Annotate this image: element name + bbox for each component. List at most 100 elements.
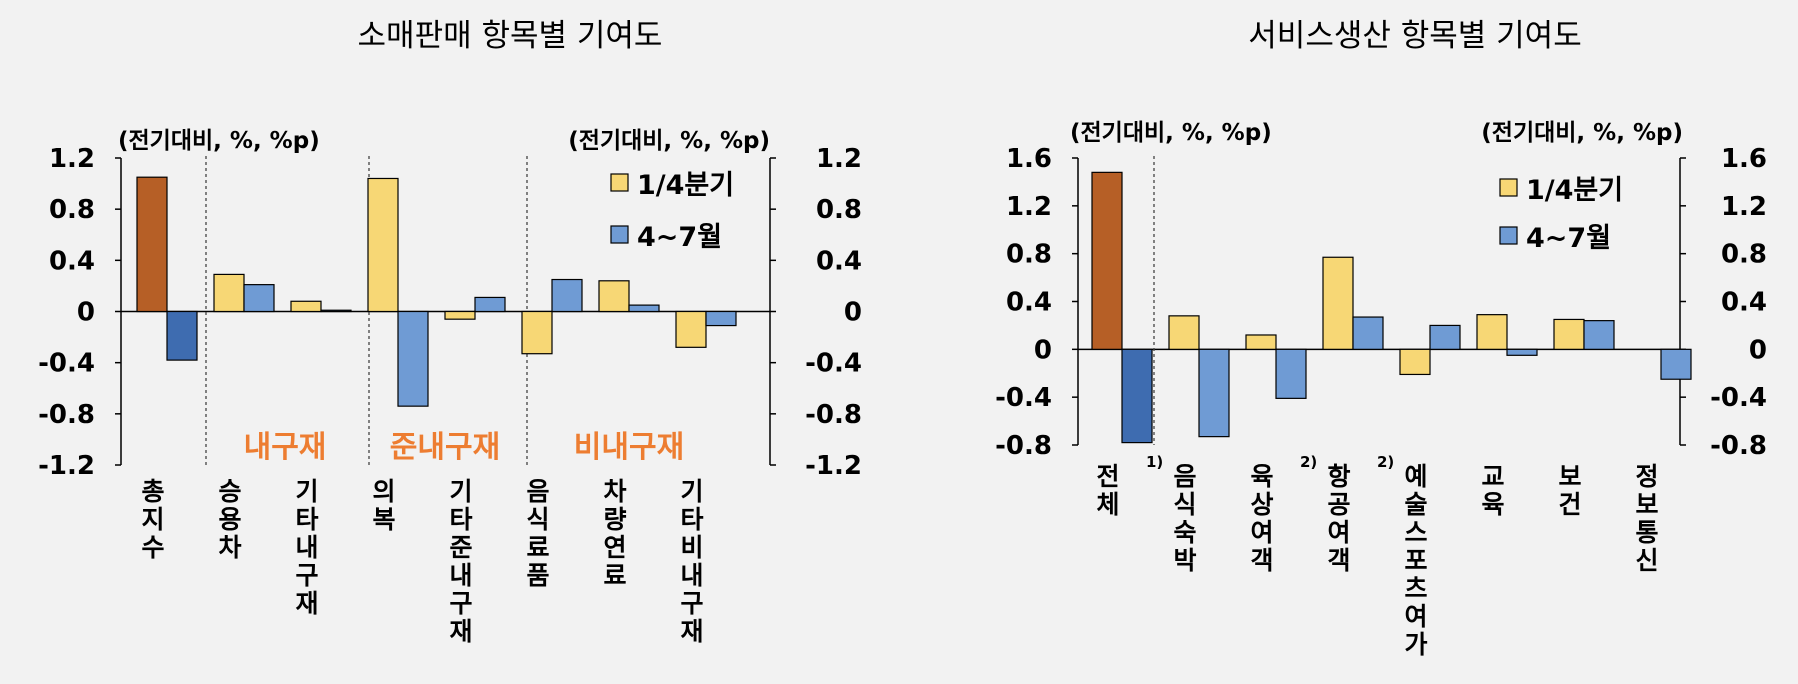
bar-apr-jul: [705, 310, 737, 327]
bar-q1: [1553, 318, 1585, 350]
group-label: 비내구재: [574, 430, 684, 465]
bar-apr-jul: [320, 309, 352, 313]
y-tick-label-right: 0: [844, 298, 862, 328]
legend-swatch-apr-jul: [610, 225, 629, 244]
y-tick-label-left: 1.6: [1006, 144, 1052, 174]
bar-apr-jul: [397, 310, 429, 407]
legend-label-q1: 1/4분기: [637, 170, 734, 201]
bar-apr-jul: [1352, 316, 1384, 350]
y-tick-label-right: 0.4: [816, 246, 862, 276]
y-tick-label-left: 0: [1034, 335, 1052, 365]
bar-q1: [444, 310, 476, 320]
y-tick-label-right: -0.4: [805, 349, 862, 379]
y-tick-label-left: 0.8: [49, 195, 95, 225]
legend-swatch-q1: [1499, 178, 1518, 197]
y-tick-label-left: -0.4: [38, 349, 95, 379]
bar-apr-jul: [628, 304, 660, 313]
bar-apr-jul: [1429, 324, 1461, 350]
bar-apr-jul: [1660, 348, 1692, 380]
bar-q1: [521, 310, 553, 355]
y-tick-label-left: -1.2: [38, 451, 95, 481]
legend-label-q1: 1/4분기: [1526, 175, 1623, 206]
y-tick-label-right: -0.8: [1710, 431, 1767, 461]
y-tick-label-right: 0.4: [1721, 288, 1767, 318]
legend: 1/4분기 4~7월: [1499, 175, 1623, 254]
y-tick-label-left: 0.8: [1006, 240, 1052, 270]
y-tick-label-right: 0.8: [1721, 240, 1767, 270]
y-tick-label-left: 0.4: [1006, 288, 1052, 318]
bar-q1: [1245, 334, 1277, 350]
y-tick-label-right: 1.2: [1721, 192, 1767, 222]
y-tick-label-right: -1.2: [805, 451, 862, 481]
bar-apr-jul: [243, 284, 275, 313]
bar-apr-jul: [166, 310, 198, 361]
y-tick-label-right: -0.4: [1710, 383, 1767, 413]
bar-q1: [1168, 315, 1200, 350]
y-tick-label-right: 0: [1749, 335, 1767, 365]
legend-label-apr-jul: 4~7월: [1526, 223, 1611, 254]
y-tick-label-left: -0.8: [38, 400, 95, 430]
category-footnote: 2): [1300, 453, 1317, 471]
legend-swatch-apr-jul: [1499, 226, 1518, 245]
y-tick-label-right: 1.6: [1721, 144, 1767, 174]
category-footnote: 1): [1146, 453, 1163, 471]
y-tick-label-left: 0.4: [49, 246, 95, 276]
bar-apr-jul: [1198, 348, 1230, 438]
bar-apr-jul: [474, 296, 506, 313]
bar-apr-jul: [1506, 348, 1538, 356]
group-label: 내구재: [244, 430, 327, 465]
unit-label-right: (전기대비, %, %p): [568, 128, 770, 154]
unit-label-left: (전기대비, %, %p): [1070, 120, 1272, 146]
y-tick-label-right: 1.2: [816, 144, 862, 174]
bar-q1: [136, 176, 168, 313]
bar-q1: [367, 177, 399, 313]
y-tick-label-right: -0.8: [805, 400, 862, 430]
bar-apr-jul: [551, 278, 583, 313]
chart-title: 서비스생산 항목별 기여도: [1248, 18, 1581, 54]
unit-label-right: (전기대비, %, %p): [1481, 120, 1683, 146]
y-tick-label-right: 0.8: [816, 195, 862, 225]
y-tick-label-left: -0.8: [995, 431, 1052, 461]
chart-title: 소매판매 항목별 기여도: [358, 18, 663, 54]
legend-label-apr-jul: 4~7월: [637, 222, 722, 253]
bar-q1: [598, 280, 630, 313]
legend: 1/4분기 4~7월: [610, 170, 734, 253]
bar-apr-jul: [1275, 348, 1307, 399]
category-footnote: 2): [1377, 453, 1394, 471]
unit-label-left: (전기대비, %, %p): [118, 128, 320, 154]
y-tick-label-left: 1.2: [1006, 192, 1052, 222]
chart-panel-2: 서비스생산 항목별 기여도 (전기대비, %, %p) (전기대비, %, %p) 1…: [995, 18, 1767, 659]
chart-panel-1: 소매판매 항목별 기여도 (전기대비, %, %p) (전기대비, %, %p) 1.…: [38, 18, 862, 646]
bar-apr-jul: [1121, 348, 1153, 444]
bar-q1: [1322, 256, 1354, 350]
bar-q1: [1091, 171, 1123, 350]
y-tick-label-left: 0: [77, 298, 95, 328]
bar-apr-jul: [1583, 320, 1615, 350]
legend-swatch-q1: [610, 173, 629, 192]
bar-q1: [675, 310, 707, 348]
bar-q1: [1476, 314, 1508, 350]
group-label: 준내구재: [390, 430, 500, 465]
bar-q1: [1399, 348, 1431, 376]
y-tick-label-left: -0.4: [995, 383, 1052, 413]
y-tick-label-left: 1.2: [49, 144, 95, 174]
bar-q1: [290, 300, 322, 313]
bar-q1: [213, 273, 245, 313]
